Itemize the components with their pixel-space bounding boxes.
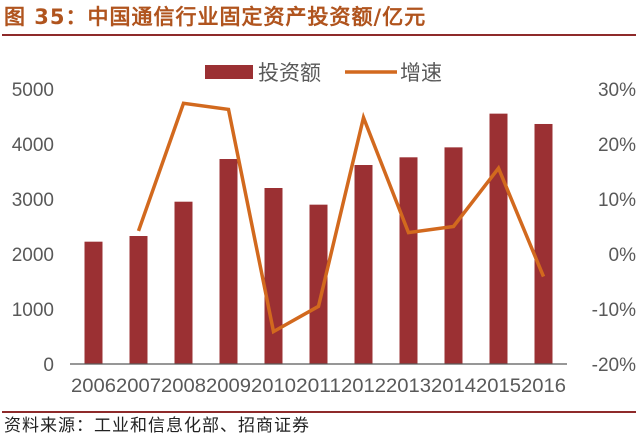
legend-label-investment: 投资额 bbox=[258, 61, 321, 85]
left-axis-tick: 1000 bbox=[12, 300, 54, 321]
bar-2010 bbox=[264, 188, 283, 364]
bar-2007 bbox=[129, 236, 148, 364]
left-axis-tick: 5000 bbox=[12, 80, 54, 101]
legend-bar-swatch bbox=[205, 65, 253, 79]
bar-2013 bbox=[399, 157, 418, 364]
left-axis-tick: 0 bbox=[43, 355, 54, 376]
source-divider bbox=[2, 411, 636, 413]
right-axis-tick: 0% bbox=[609, 245, 637, 266]
right-axis-ticks: -20% -10% 0% 10% 20% 30% bbox=[592, 80, 636, 376]
bar-2014 bbox=[444, 147, 463, 364]
x-axis-label: 2010 bbox=[251, 376, 296, 397]
x-axis-label: 2014 bbox=[431, 376, 476, 397]
x-axis-label: 2008 bbox=[161, 376, 206, 397]
x-axis-label: 2012 bbox=[341, 376, 386, 397]
bar-2011 bbox=[309, 204, 328, 364]
chart: 投资额 增速 0 1000 2000 3000 4000 5000 -20% -10% 0% 10… bbox=[12, 61, 636, 397]
x-axis-label: 2006 bbox=[71, 376, 116, 397]
x-axis-label: 2013 bbox=[386, 376, 431, 397]
x-axis-label: 2015 bbox=[476, 376, 521, 397]
x-axis-label: 2016 bbox=[521, 376, 566, 397]
right-axis-tick: -10% bbox=[592, 300, 636, 321]
bar-2006 bbox=[84, 241, 103, 364]
right-axis-tick: -20% bbox=[592, 355, 636, 376]
x-axis-labels: 2006 2007 2008 2009 2010 2011 2012 2013 2014 2015… bbox=[71, 376, 566, 397]
line-series-growth bbox=[136, 101, 546, 335]
source-note: 资料来源：工业和信息化部、招商证券 bbox=[4, 416, 310, 436]
right-axis-tick: 20% bbox=[598, 135, 636, 156]
title-divider bbox=[2, 34, 636, 36]
x-axis-label: 2009 bbox=[206, 376, 251, 397]
x-axis-label: 2007 bbox=[116, 376, 161, 397]
legend: 投资额 增速 bbox=[205, 61, 442, 85]
right-axis-tick: 10% bbox=[598, 190, 636, 211]
left-axis-tick: 4000 bbox=[12, 135, 54, 156]
right-axis-tick: 30% bbox=[598, 80, 636, 101]
bar-2008 bbox=[174, 201, 193, 364]
figure-title: 图 35：中国通信行业固定资产投资额/亿元 bbox=[4, 5, 427, 29]
bar-series-investment bbox=[84, 113, 553, 364]
left-axis-tick: 3000 bbox=[12, 190, 54, 211]
left-axis-tick: 2000 bbox=[12, 245, 54, 266]
bar-2015 bbox=[489, 113, 508, 364]
x-axis-label: 2011 bbox=[296, 376, 341, 397]
bar-2012 bbox=[354, 165, 373, 364]
left-axis-ticks: 0 1000 2000 3000 4000 5000 bbox=[12, 80, 54, 376]
legend-label-growth: 增速 bbox=[400, 61, 442, 85]
bar-2009 bbox=[219, 159, 238, 364]
bar-2016 bbox=[534, 123, 553, 364]
